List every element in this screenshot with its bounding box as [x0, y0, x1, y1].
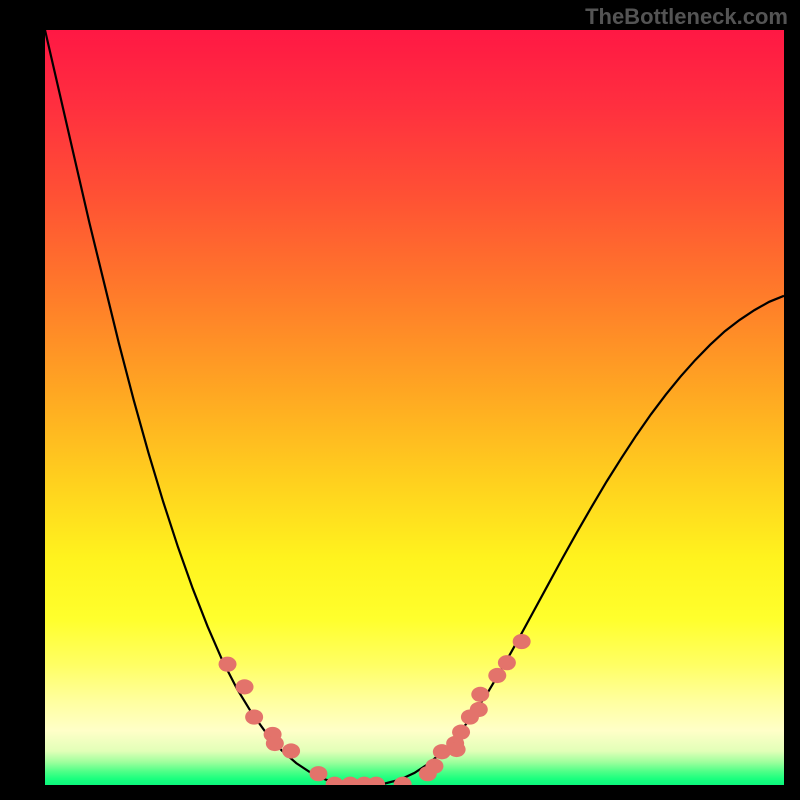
- data-point: [282, 743, 300, 758]
- chart-container: TheBottleneck.com: [0, 0, 800, 800]
- data-point: [309, 766, 327, 781]
- gradient-background: [45, 30, 784, 785]
- data-point: [498, 655, 516, 670]
- data-point: [236, 679, 254, 694]
- data-point: [367, 777, 385, 792]
- data-point: [470, 702, 488, 717]
- data-point: [266, 736, 284, 751]
- data-point: [471, 687, 489, 702]
- data-point: [513, 634, 531, 649]
- data-point: [488, 668, 506, 683]
- data-point: [425, 759, 443, 774]
- data-point: [245, 709, 263, 724]
- data-point: [452, 725, 470, 740]
- data-point: [219, 657, 237, 672]
- chart-svg: [0, 0, 800, 800]
- data-point: [394, 777, 412, 792]
- data-point: [448, 742, 466, 757]
- data-point: [326, 777, 344, 792]
- watermark-text: TheBottleneck.com: [585, 4, 788, 30]
